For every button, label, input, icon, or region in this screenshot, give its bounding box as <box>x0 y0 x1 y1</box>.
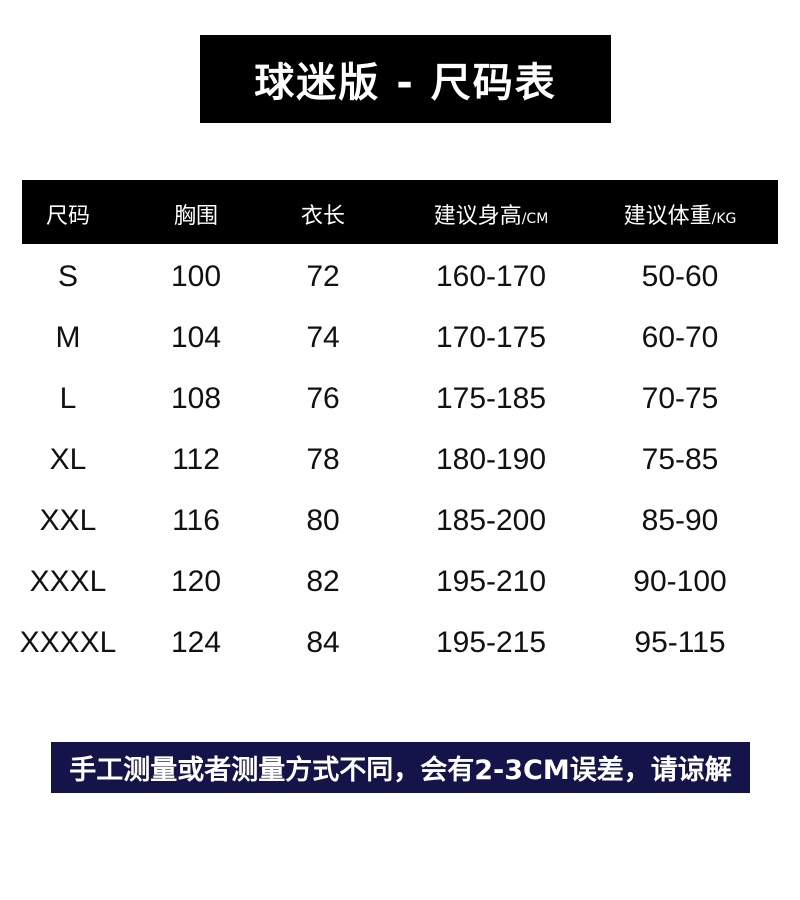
table-row: XXXXL 124 84 195-215 95-115 <box>0 616 800 677</box>
table-cell: 72 <box>306 260 340 293</box>
table-cell: 80 <box>306 504 340 537</box>
table-cell: 195-215 <box>435 626 547 659</box>
table-cell: 170-175 <box>435 321 547 354</box>
column-header-unit: /CM <box>521 211 549 227</box>
table-cell: 180-190 <box>435 443 547 476</box>
table-cell: 120 <box>170 565 222 598</box>
table-row: XXL 116 80 185-200 85-90 <box>0 494 800 555</box>
column-header-label: 建议体重 <box>623 204 712 229</box>
table-cell: 84 <box>306 626 340 659</box>
table-row: L 108 76 175-185 70-75 <box>0 372 800 433</box>
table-cell: 50-60 <box>641 260 719 293</box>
column-header-label: 胸围 <box>173 204 219 229</box>
table-cell: 108 <box>170 382 222 415</box>
table-header: 尺码 胸围 衣长 建议身高/CM 建议体重/KG <box>22 180 778 244</box>
measurement-note: 手工测量或者测量方式不同，会有2-3CM误差，请谅解 <box>51 742 750 793</box>
table-cell: XXXXL <box>19 626 117 659</box>
table-cell: 85-90 <box>641 504 719 537</box>
table-cell: 160-170 <box>435 260 547 293</box>
table-cell: S <box>57 260 79 293</box>
table-cell: XL <box>49 443 87 476</box>
table-cell: 185-200 <box>435 504 547 537</box>
table-cell: 76 <box>306 382 340 415</box>
table-row: XXXL 120 82 195-210 90-100 <box>0 555 800 616</box>
table-cell: 175-185 <box>435 382 547 415</box>
column-header: 衣长 <box>301 198 345 230</box>
table-cell: 78 <box>306 443 340 476</box>
table-cell: 82 <box>306 565 340 598</box>
table-cell: 60-70 <box>641 321 719 354</box>
table-cell: 104 <box>170 321 222 354</box>
column-header-label: 尺码 <box>45 204 91 229</box>
table-cell: 100 <box>170 260 222 293</box>
table-cell: L <box>59 382 77 415</box>
column-header: 尺码 <box>46 198 90 230</box>
table-cell: XXXL <box>29 565 107 598</box>
table-cell: XXL <box>39 504 97 537</box>
column-header-unit: /KG <box>711 211 737 227</box>
table-cell: 124 <box>170 626 222 659</box>
table-cell: 112 <box>172 443 220 476</box>
table-cell: 195-210 <box>435 565 547 598</box>
table-row: XL 112 78 180-190 75-85 <box>0 433 800 494</box>
table-cell: 90-100 <box>633 565 727 598</box>
page-title: 球迷版 - 尺码表 <box>200 35 611 123</box>
table-cell: 75-85 <box>641 443 719 476</box>
table-cell: 116 <box>172 504 220 537</box>
column-header-label: 衣长 <box>300 204 346 229</box>
table-cell: 95-115 <box>634 626 726 659</box>
table-row: S 100 72 160-170 50-60 <box>0 250 800 311</box>
column-header: 建议体重/KG <box>624 198 737 230</box>
table-cell: M <box>55 321 81 354</box>
column-header-label: 建议身高 <box>433 204 522 229</box>
column-header: 胸围 <box>174 198 218 230</box>
column-header: 建议身高/CM <box>434 198 549 230</box>
table-row: M 104 74 170-175 60-70 <box>0 311 800 372</box>
table-cell: 74 <box>306 321 340 354</box>
table-cell: 70-75 <box>641 382 719 415</box>
